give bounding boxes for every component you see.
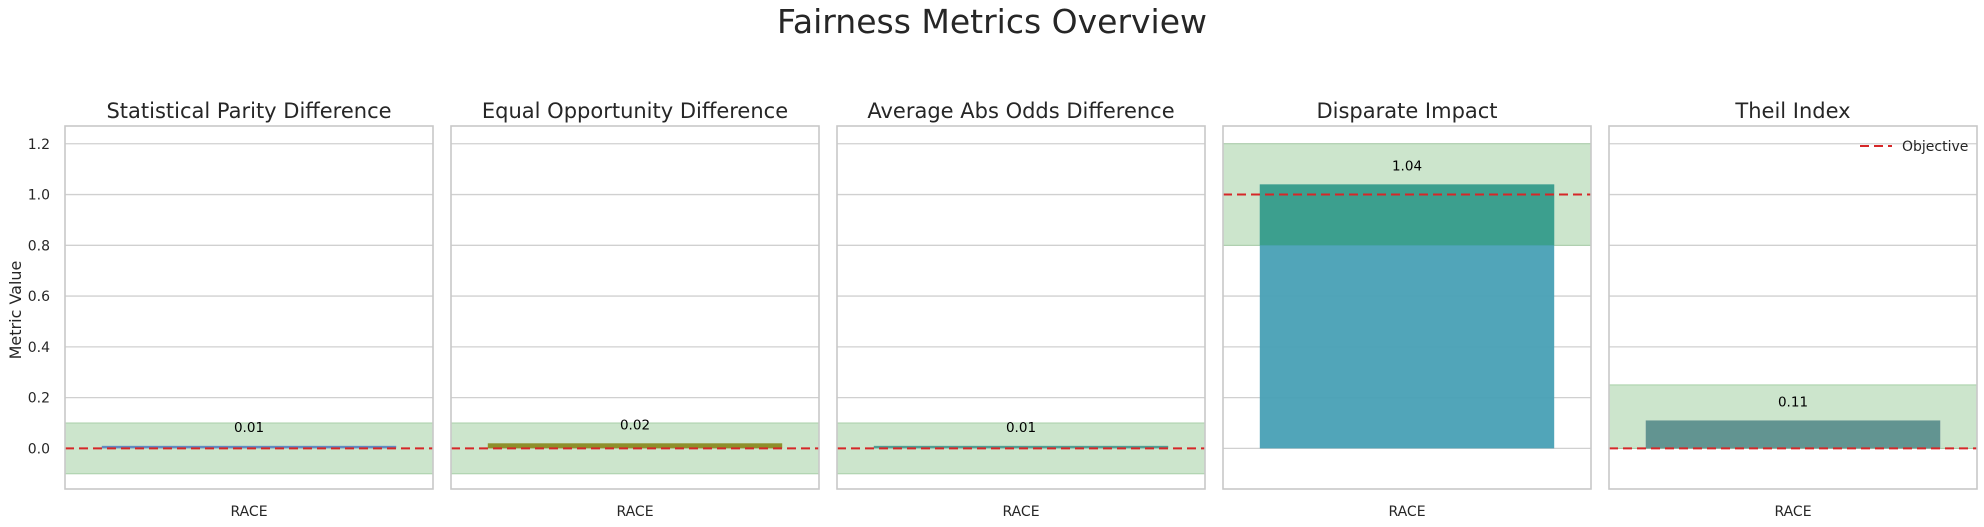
panel-title: Statistical Parity Difference: [106, 99, 391, 123]
y-tick-label: 0.4: [28, 340, 50, 356]
panel-frame: [64, 125, 434, 490]
panel-title: Average Abs Odds Difference: [867, 99, 1174, 123]
x-tick-label: RACE: [616, 504, 653, 520]
legend-objective-label: Objective: [1902, 139, 1968, 155]
panel-2: Equal Opportunity Difference 0.02 RACE: [450, 99, 820, 520]
chart-title: Fairness Metrics Overview: [777, 2, 1207, 41]
panel-4: Disparate Impact 1.04 RACE: [1222, 99, 1592, 520]
y-tick-label: 1.2: [28, 137, 50, 153]
panels: Statistical Parity Difference 0.01 RACE 0.0…: [28, 99, 1978, 520]
bar-band-overlap: [1259, 184, 1555, 246]
data-label: 0.11: [1778, 394, 1808, 410]
legend: Objective: [1860, 139, 1968, 155]
panel-5: Theil Index 0.11 RACE Objective: [1608, 99, 1978, 520]
panel-title: Theil Index: [1734, 99, 1850, 123]
bar: [101, 445, 397, 449]
panel-frame: [450, 125, 820, 490]
y-tick-label: 1.0: [28, 188, 50, 204]
y-tick-label: 0.0: [28, 441, 50, 457]
y-tick-label: 0.6: [28, 289, 50, 305]
panel-frame: [1222, 125, 1592, 490]
x-tick-label: RACE: [1388, 504, 1425, 520]
panel-frame: [1608, 125, 1978, 490]
panel-title: Disparate Impact: [1316, 99, 1497, 123]
bar-band-overlap: [1645, 420, 1941, 449]
panel-3: Average Abs Odds Difference 0.01 RACE: [836, 99, 1206, 520]
data-label: 1.04: [1392, 158, 1422, 174]
y-axis-label: Metric Value: [6, 261, 25, 360]
panel-frame: [836, 125, 1206, 490]
x-tick-label: RACE: [230, 504, 267, 520]
x-tick-label: RACE: [1774, 504, 1811, 520]
data-label: 0.01: [234, 420, 264, 436]
bar: [873, 445, 1169, 449]
panel-title: Equal Opportunity Difference: [482, 99, 788, 123]
panel-1: Statistical Parity Difference 0.01 RACE 0.0…: [28, 99, 434, 520]
data-label: 0.01: [1006, 420, 1036, 436]
data-label: 0.02: [620, 417, 650, 433]
x-tick-label: RACE: [1002, 504, 1039, 520]
bar: [487, 443, 783, 449]
y-tick-label: 0.8: [28, 238, 50, 254]
y-tick-label: 0.2: [28, 391, 50, 407]
